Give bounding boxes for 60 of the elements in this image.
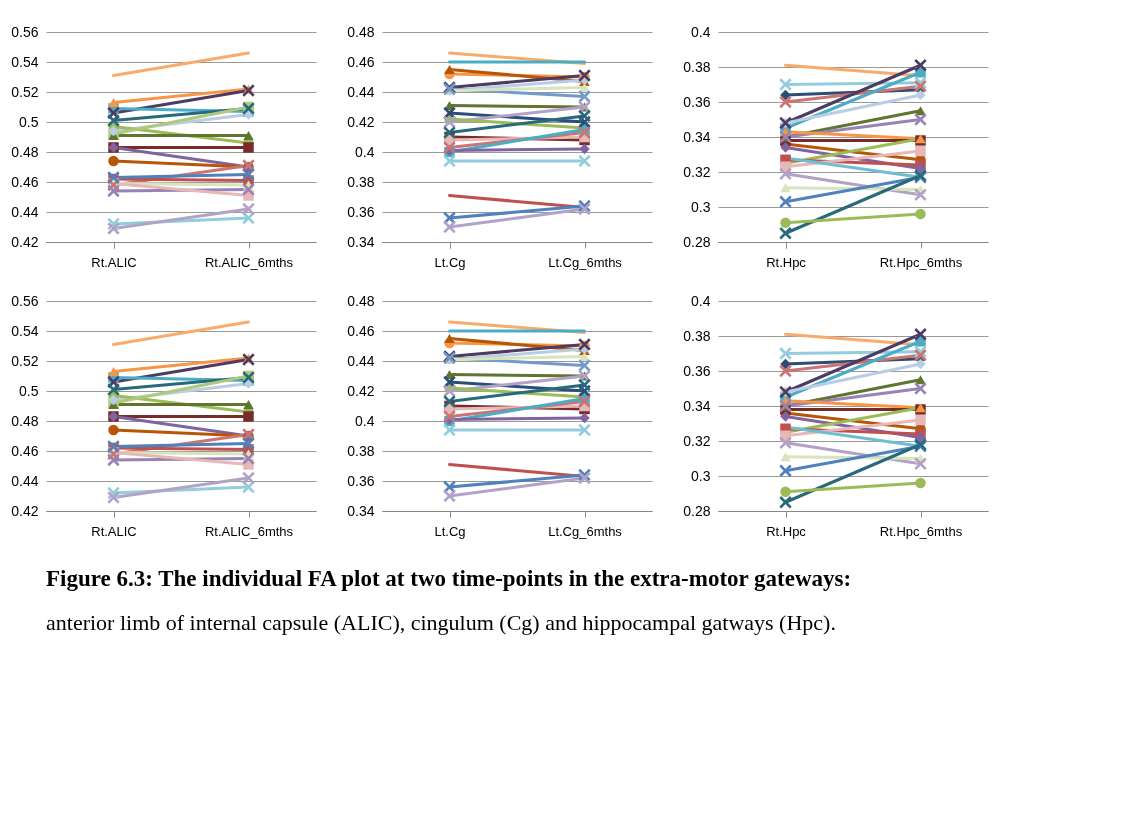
y-tick-label: 0.56 bbox=[11, 292, 39, 309]
y-tick-label: 0.48 bbox=[347, 292, 375, 309]
y-tick-label: 0.38 bbox=[347, 442, 375, 459]
y-tick-label: 0.32 bbox=[683, 163, 711, 180]
y-tick-label: 0.34 bbox=[683, 128, 711, 145]
y-tick-label: 0.36 bbox=[347, 203, 375, 220]
x-tick-label: Rt.Hpc bbox=[766, 254, 807, 270]
y-tick-label: 0.38 bbox=[347, 173, 375, 190]
y-tick-label: 0.44 bbox=[347, 83, 375, 100]
x-tick-label: Lt.Cg_6mths bbox=[548, 254, 623, 270]
y-tick-label: 0.46 bbox=[347, 322, 375, 339]
y-tick-label: 0.42 bbox=[11, 502, 39, 519]
y-tick-label: 0.4 bbox=[355, 143, 375, 160]
x-tick-label: Lt.Cg bbox=[434, 523, 466, 539]
y-tick-label: 0.38 bbox=[683, 327, 711, 344]
y-tick-label: 0.44 bbox=[11, 203, 39, 220]
y-tick-label: 0.3 bbox=[691, 198, 711, 215]
y-tick-label: 0.5 bbox=[19, 113, 39, 130]
x-tick-label: Rt.ALIC_6mths bbox=[204, 523, 294, 539]
x-tick-label: Rt.Hpc bbox=[766, 523, 807, 539]
x-tick-label: Lt.Cg bbox=[434, 254, 466, 270]
x-tick-label: Rt.ALIC bbox=[91, 523, 137, 539]
y-tick-label: 0.34 bbox=[347, 233, 375, 250]
y-tick-label: 0.42 bbox=[347, 113, 375, 130]
y-tick-label: 0.4 bbox=[355, 412, 375, 429]
y-tick-label: 0.44 bbox=[347, 352, 375, 369]
y-tick-label: 0.42 bbox=[11, 233, 39, 250]
y-tick-label: 0.46 bbox=[11, 442, 39, 459]
x-tick-label: Rt.ALIC bbox=[91, 254, 137, 270]
y-tick-label: 0.46 bbox=[11, 173, 39, 190]
y-tick-label: 0.54 bbox=[11, 53, 39, 70]
y-tick-label: 0.54 bbox=[11, 322, 39, 339]
y-tick-label: 0.3 bbox=[691, 467, 711, 484]
caption: Figure 6.3: The individual FA plot at two time-points in the extra-motor gateways: bbox=[46, 566, 852, 591]
y-tick-label: 0.36 bbox=[683, 362, 711, 379]
y-tick-label: 0.34 bbox=[347, 502, 375, 519]
y-tick-label: 0.4 bbox=[691, 23, 711, 40]
y-tick-label: 0.34 bbox=[683, 397, 711, 414]
y-tick-label: 0.52 bbox=[11, 83, 39, 100]
y-tick-label: 0.44 bbox=[11, 472, 39, 489]
x-tick-label: Lt.Cg_6mths bbox=[548, 523, 623, 539]
y-tick-label: 0.52 bbox=[11, 352, 39, 369]
y-tick-label: 0.38 bbox=[683, 58, 711, 75]
y-tick-label: 0.42 bbox=[347, 382, 375, 399]
text: anterior limb of internal capsule (ALIC), cingulum (Cg) and hippocampal gatways (Hpc). bbox=[46, 610, 836, 635]
y-tick-label: 0.28 bbox=[683, 233, 711, 250]
x-tick-label: Rt.ALIC_6mths bbox=[204, 254, 294, 270]
y-tick-label: 0.28 bbox=[683, 502, 711, 519]
y-tick-label: 0.5 bbox=[19, 382, 39, 399]
y-tick-label: 0.48 bbox=[11, 412, 39, 429]
y-tick-label: 0.48 bbox=[11, 143, 39, 160]
y-tick-label: 0.48 bbox=[347, 23, 375, 40]
x-tick-label: Rt.Hpc_6mths bbox=[879, 254, 963, 270]
y-tick-label: 0.56 bbox=[11, 23, 39, 40]
y-tick-label: 0.46 bbox=[347, 53, 375, 70]
y-tick-label: 0.36 bbox=[347, 472, 375, 489]
y-tick-label: 0.4 bbox=[691, 292, 711, 309]
y-tick-label: 0.36 bbox=[683, 93, 711, 110]
x-tick-label: Rt.Hpc_6mths bbox=[879, 523, 963, 539]
y-tick-label: 0.32 bbox=[683, 432, 711, 449]
